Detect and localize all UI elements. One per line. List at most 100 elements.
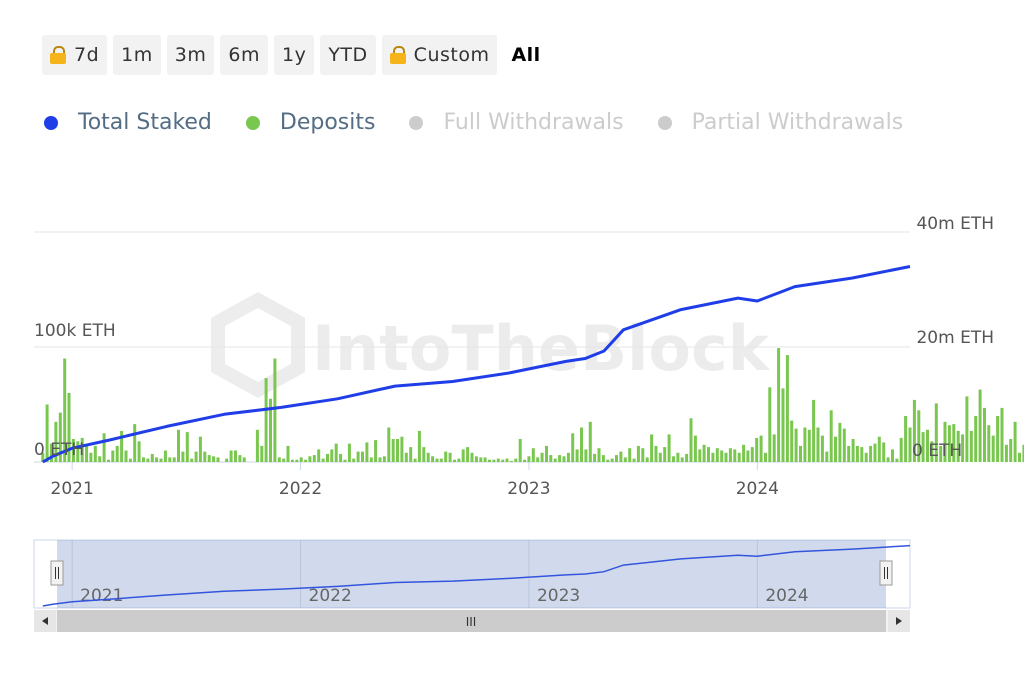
deposit-bar — [461, 449, 465, 462]
deposit-bar — [834, 436, 837, 462]
chart-legend: Total Staked Deposits Full Withdrawals Part… — [44, 110, 937, 135]
deposit-bar — [628, 448, 632, 462]
deposit-bar — [615, 455, 618, 462]
deposit-bar — [899, 437, 903, 462]
deposit-bar — [352, 458, 356, 462]
range-button-label: All — [511, 44, 541, 66]
deposit-bar — [155, 457, 159, 462]
legend-item-deposits[interactable]: Deposits — [245, 110, 375, 135]
deposit-bar — [523, 459, 527, 462]
deposit-bar — [969, 430, 973, 462]
deposit-bar — [680, 457, 684, 462]
legend-item-full-withdrawals[interactable]: Full Withdrawals — [409, 110, 624, 135]
navigator-handle[interactable] — [879, 560, 893, 586]
deposit-bar — [838, 422, 842, 462]
deposit-bar — [312, 455, 316, 462]
deposit-bar — [904, 416, 908, 462]
deposit-bar — [317, 449, 321, 462]
navigator-handle-body — [879, 560, 893, 586]
scrollbar-left-button[interactable] — [34, 610, 56, 632]
deposit-bar — [711, 452, 715, 462]
deposit-bar — [518, 439, 522, 462]
legend-label: Full Withdrawals — [443, 110, 624, 135]
deposit-bar — [820, 435, 824, 462]
legend-item-total-staked[interactable]: Total Staked — [44, 110, 212, 135]
deposit-bar — [1018, 452, 1021, 462]
deposit-bar — [396, 439, 399, 462]
deposit-bar — [847, 445, 851, 462]
deposit-bar — [886, 457, 890, 462]
x-axis-tick-label: 2022 — [279, 479, 322, 499]
deposit-bar — [996, 416, 1000, 462]
deposit-bar — [623, 457, 627, 462]
deposit-bar — [527, 456, 531, 463]
deposit-bar — [238, 455, 242, 462]
x-axis-tick-label: 2023 — [507, 479, 550, 499]
deposit-bar — [864, 452, 868, 462]
deposit-bar — [190, 458, 194, 462]
deposit-bar — [562, 456, 566, 463]
watermark-text: IntoTheBlock — [312, 312, 771, 385]
deposit-bar — [742, 444, 746, 463]
deposit-bar — [575, 449, 579, 462]
deposit-bar — [286, 445, 290, 462]
deposit-bar — [869, 445, 873, 462]
deposit-bar — [947, 425, 951, 462]
deposit-bar — [619, 451, 623, 462]
deposit-bar — [672, 456, 675, 463]
navigator-tick-label: 2023 — [537, 586, 580, 606]
deposit-bar — [908, 427, 912, 462]
deposit-bar — [750, 447, 754, 462]
arrow-left-icon — [42, 617, 48, 625]
range-button-custom[interactable]: Custom — [381, 35, 498, 75]
deposit-bar — [58, 412, 62, 462]
navigator-line — [42, 544, 911, 607]
deposit-bar — [273, 358, 277, 462]
deposit-bar — [812, 399, 816, 462]
range-button-3m[interactable]: 3m — [166, 35, 215, 75]
range-button-label: Custom — [413, 44, 490, 66]
deposit-bar — [194, 451, 198, 462]
deposit-bar — [290, 459, 294, 462]
deposit-bar — [514, 458, 518, 462]
deposit-bar — [650, 434, 654, 462]
navigator-tick-label: 2024 — [765, 586, 808, 606]
range-button-label: 6m — [228, 44, 260, 66]
deposit-bar — [772, 434, 776, 462]
deposit-bar — [102, 433, 106, 463]
deposit-bar — [509, 460, 513, 462]
deposit-bar — [855, 445, 859, 462]
range-button-7d[interactable]: 7d — [42, 35, 108, 75]
deposit-bar — [580, 427, 583, 462]
legend-item-partial-withdrawals[interactable]: Partial Withdrawals — [657, 110, 903, 135]
deposit-bar — [426, 452, 430, 462]
deposit-bar — [168, 457, 172, 462]
scrollbar-right-button[interactable] — [888, 610, 910, 632]
range-button-1m[interactable]: 1m — [113, 35, 161, 75]
deposit-bar — [207, 455, 211, 462]
deposit-bar — [764, 452, 767, 462]
deposit-bar — [339, 453, 343, 462]
range-button-1y[interactable]: 1y — [273, 35, 315, 75]
navigator-tick-label: 2021 — [80, 586, 123, 606]
deposit-bar — [794, 428, 798, 462]
deposit-bar — [98, 456, 102, 463]
deposit-bar — [374, 440, 378, 462]
deposit-bar — [378, 457, 382, 462]
deposit-bar — [746, 450, 750, 462]
deposit-bar — [159, 458, 163, 462]
deposit-bar — [632, 458, 636, 462]
deposit-bar — [453, 459, 456, 462]
range-button-all[interactable]: All — [503, 35, 548, 75]
deposit-bar — [593, 453, 597, 462]
scrollbar-thumb[interactable] — [57, 610, 886, 632]
range-button-6m[interactable]: 6m — [220, 35, 268, 75]
deposit-bar — [501, 459, 505, 462]
range-button-ytd[interactable]: YTD — [320, 35, 376, 75]
deposit-bar — [391, 439, 395, 462]
deposit-bar — [707, 447, 710, 462]
navigator-handle[interactable] — [50, 560, 64, 586]
right-axis-tick-label: 40m ETH — [916, 214, 994, 234]
deposit-bar — [439, 458, 443, 462]
deposit-bar — [107, 459, 110, 462]
